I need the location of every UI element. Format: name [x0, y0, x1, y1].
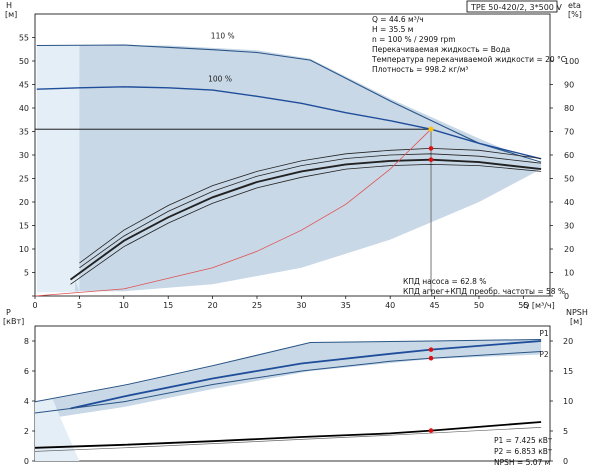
info-line: P2 = 6.853 кВт — [494, 447, 553, 456]
y-tick-label: 10 — [19, 245, 29, 254]
y-tick-label: 20 — [19, 198, 29, 207]
y2-tick-label: 20 — [563, 337, 573, 346]
series-line — [36, 86, 542, 160]
y-tick-label: 4 — [24, 397, 29, 406]
y2-tick-label: 15 — [563, 367, 573, 376]
y2-tick-label: 100 — [564, 57, 579, 66]
y-tick-label: 15 — [19, 222, 29, 231]
x-tick-label: 5 — [77, 301, 82, 310]
x-tick-label: 50 — [474, 301, 484, 310]
efficiency-info-block: КПД насоса = 62.8 % КПД агрег+КПД преобр… — [403, 277, 565, 296]
y-tick-label: 5 — [24, 269, 29, 278]
x-tick-label: 25 — [252, 301, 262, 310]
curve-label-100: 100 % — [208, 75, 232, 84]
info-line: NPSH = 5.07 м — [494, 458, 550, 467]
series-line — [36, 44, 542, 163]
series-line — [34, 128, 432, 297]
y-tick-label: 55 — [19, 34, 29, 43]
series-line — [70, 163, 542, 285]
y2-tick-label: 90 — [564, 81, 574, 90]
x-axis-label: Q [м³/ч] — [523, 301, 555, 310]
x-tick-label: 35 — [341, 301, 351, 310]
npsh-point-marker — [428, 428, 434, 433]
y-tick-label: 25 — [19, 175, 29, 184]
operating-band — [75, 45, 542, 292]
x-tick-label: 15 — [163, 301, 173, 310]
info-line: Перекачиваемая жидкость = Вода — [372, 45, 510, 54]
y-tick-label: 40 — [19, 104, 29, 113]
series-line — [69, 158, 542, 281]
series-label-p2: P2 — [539, 350, 549, 359]
y-tick-label: 50 — [19, 57, 29, 66]
series-label-p1: P1 — [539, 329, 549, 338]
x-tick-label: 0 — [32, 301, 37, 310]
curve-label-110: 110 % — [211, 31, 235, 40]
y-axis-label-top: H — [6, 1, 12, 10]
series-line — [34, 339, 542, 403]
x-tick-label: 45 — [429, 301, 439, 310]
y-tick-label: 45 — [19, 81, 29, 90]
series-line — [34, 427, 542, 452]
y2-tick-label: 50 — [564, 175, 574, 184]
efficiency-point-marker — [428, 157, 434, 162]
band-left-edge — [36, 45, 80, 293]
chart-title: TPE 50-420/2, 3*500 V — [470, 3, 562, 12]
x-tick-label: 20 — [207, 301, 217, 310]
y2-tick-label: 5 — [563, 427, 568, 436]
y-tick-label: 35 — [19, 128, 29, 137]
y2-tick-label: 10 — [563, 397, 573, 406]
efficiency-point-marker — [428, 146, 434, 151]
info-line: Плотность = 998.2 кг/м³ — [372, 65, 468, 74]
duty-info-block: Q = 44.6 м³/ч H = 35.5 м n = 100 % / 290… — [371, 15, 566, 74]
operating-point-marker — [428, 126, 434, 132]
power-band-light — [35, 399, 80, 461]
info-line: P1 = 7.425 кВт — [494, 436, 553, 445]
y2-tick-label: 20 — [564, 245, 574, 254]
y2-tick-label: 0 — [563, 457, 568, 466]
y-axis-unit-top: [м] — [5, 10, 17, 19]
y2-axis-unit-top: [%] — [568, 10, 582, 19]
x-tick-label: 55 — [518, 301, 528, 310]
y-tick-label: 6 — [24, 367, 29, 376]
p2-point-marker — [428, 355, 434, 361]
y-tick-label: 30 — [19, 151, 29, 160]
info-line: Q = 44.6 м³/ч — [372, 15, 424, 24]
x-tick-label: 40 — [385, 301, 395, 310]
power-npsh-chart: P1 P2 0 2 4 6 8 0 5 10 15 20 — [24, 325, 573, 466]
y-axis-unit-bottom: [кВт] — [3, 317, 24, 326]
y2-tick-label: 30 — [564, 222, 574, 231]
y-tick-label: 8 — [24, 337, 29, 346]
title-box — [466, 0, 558, 13]
y2-axis-unit-bottom: [м] — [570, 317, 582, 326]
y2-tick-label: 10 — [564, 269, 574, 278]
y-tick-label: 2 — [24, 427, 29, 436]
y2-tick-label: 40 — [564, 198, 574, 207]
y2-axis-label-bottom: NPSH — [566, 308, 588, 317]
p1-point-marker — [428, 347, 434, 352]
y-axis-label-bottom: P — [6, 308, 11, 317]
head-efficiency-chart: 110 %100 %0 5 10 15 20 25 30 35 40 45 50 55Q [м³/ч]… — [19, 13, 579, 310]
info-line: n = 100 % / 2909 rpm — [372, 35, 456, 44]
x-tick-label: 30 — [296, 301, 306, 310]
power-info-block: P1 = 7.425 кВт P2 = 6.853 кВт NPSH = 5.0… — [494, 436, 553, 467]
info-line: Температура перекачиваемой жидкости = 20… — [371, 55, 566, 64]
info-line: КПД агрег+КПД преобр. частоты = 58 % — [403, 287, 565, 296]
info-line: КПД насоса = 62.8 % — [403, 277, 486, 286]
y2-tick-label: 0 — [564, 292, 569, 301]
y2-tick-label: 80 — [564, 104, 574, 113]
info-line: H = 35.5 м — [372, 25, 413, 34]
series-line — [79, 153, 542, 269]
y-tick-label: 0 — [24, 457, 29, 466]
series-line — [79, 147, 542, 264]
y2-axis-label-top: eta — [568, 1, 581, 10]
y2-tick-label: 70 — [564, 128, 574, 137]
y2-tick-label: 60 — [564, 151, 574, 160]
x-tick-label: 10 — [119, 301, 129, 310]
